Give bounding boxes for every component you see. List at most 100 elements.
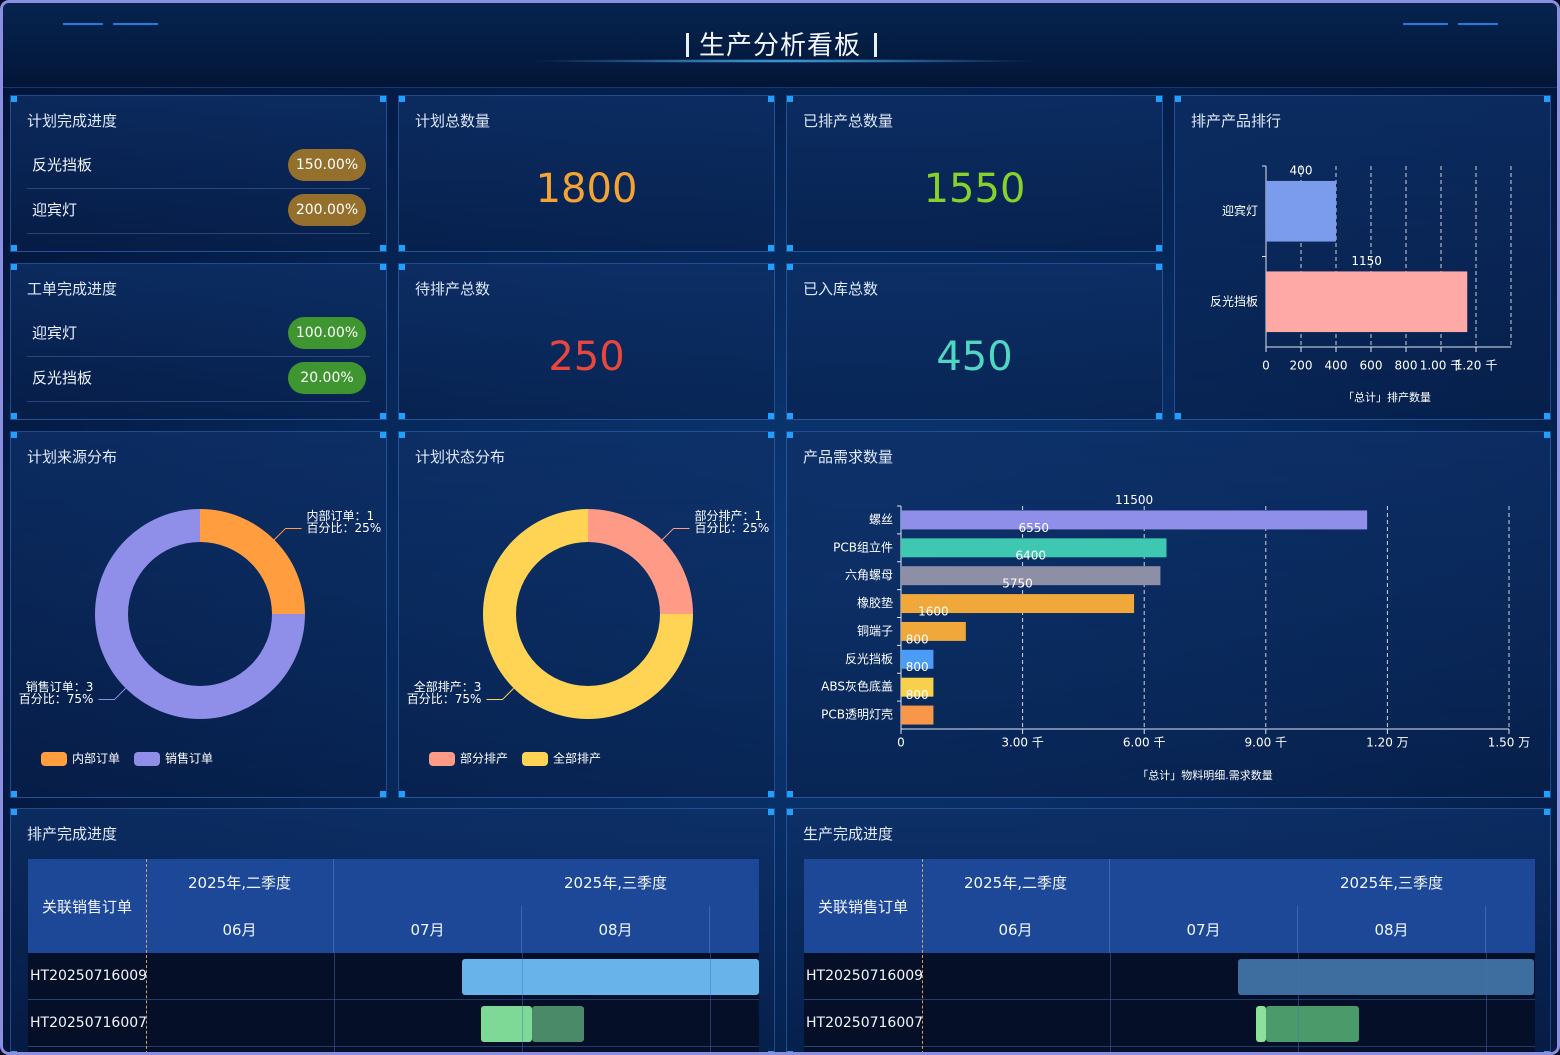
label-leader (661, 527, 690, 541)
gantt-row-line (146, 999, 759, 1000)
corner-accent (399, 264, 405, 270)
panel: 排产产品排行 0 200 400 600 800 1.00 千 1.20 千 迎宾灯 400 反光… (1174, 95, 1551, 420)
bar (901, 510, 1368, 530)
legend-swatch (522, 752, 548, 766)
gantt-col-line (1298, 953, 1299, 1052)
panel: 工单完成进度 迎宾灯 100.00% 反光挡板 20.00% (10, 263, 387, 420)
corner-accent (787, 413, 793, 419)
row-divider (27, 401, 370, 402)
gantt-col-line (710, 953, 711, 1052)
row-divider (27, 356, 370, 357)
corner-accent (1175, 413, 1181, 419)
gantt-col-line (1486, 953, 1487, 1052)
corner-accent (768, 413, 774, 419)
legend-label: 全部排产 (553, 751, 601, 766)
corner-accent (787, 432, 793, 438)
bar (901, 538, 1167, 558)
y-tick-label: PCB透明灯壳 (821, 708, 893, 722)
x-axis-title: 「总计」排产数量 (1343, 390, 1431, 404)
corner-accent (399, 96, 405, 102)
progress-name: 反光挡板 (32, 369, 93, 387)
x-tick-label: 600 (1360, 359, 1383, 373)
data-label: 800 (906, 660, 929, 674)
corner-accent (1156, 413, 1162, 419)
pie-slice (200, 509, 305, 614)
gantt-header-cell: 关联销售订单 (28, 859, 146, 953)
y-tick-label: 反光挡板 (845, 652, 893, 666)
corner-accent (380, 96, 386, 102)
y-tick-label: 迎宾灯 (1222, 203, 1258, 218)
corner-accent (1544, 413, 1550, 419)
corner-accent (768, 791, 774, 797)
panel: 已入库总数 450 (786, 263, 1163, 420)
gantt-month: 08月 (1298, 906, 1486, 953)
header: 生产分析看板 (3, 3, 1557, 88)
gantt-divider (146, 859, 147, 1052)
corner-accent (768, 245, 774, 251)
panel-title: 工单完成进度 (27, 280, 118, 298)
gantt-quarter: 2025年,三季度 (1110, 859, 1535, 906)
x-tick-label: 6.00 千 (1123, 736, 1166, 750)
gantt-col-line (1110, 953, 1111, 1052)
legend-label: 内部订单 (72, 751, 120, 766)
panel: 生产完成进度 HT20250716009 HT20250716007 关联销售订单 2… (786, 808, 1551, 1052)
panel-title: 计划总数量 (415, 112, 491, 130)
row-divider (27, 233, 370, 234)
kpi-value: 1800 (535, 166, 638, 212)
y-tick-label: PCB组立件 (833, 539, 893, 554)
corner-accent (1544, 809, 1550, 815)
corner-accent (1156, 264, 1162, 270)
corner-accent (768, 432, 774, 438)
corner-accent (380, 413, 386, 419)
y-tick-label: 六角螺母 (845, 568, 893, 582)
gantt-divider (922, 859, 923, 1052)
gantt-month-blank (710, 906, 759, 953)
corner-accent (1175, 96, 1181, 102)
gantt-row-label: HT20250716009 (804, 953, 923, 1000)
row-divider (27, 188, 370, 189)
y-tick-label: 铜端子 (857, 623, 893, 638)
decor-bar (874, 33, 877, 57)
panel-title: 已入库总数 (803, 280, 879, 298)
data-label: 11500 (1115, 493, 1153, 507)
bar (1266, 271, 1468, 333)
legend-swatch (429, 752, 455, 766)
gantt-row-line (922, 1046, 1535, 1047)
pie-slice (95, 509, 305, 719)
panel: 计划总数量 1800 (398, 95, 775, 252)
gantt-bar (1256, 1006, 1266, 1042)
corner-accent (1544, 1051, 1550, 1052)
corner-accent (380, 432, 386, 438)
gantt-month: 06月 (922, 906, 1110, 953)
corner-accent (11, 413, 17, 419)
panel: 待排产总数 250 (398, 263, 775, 420)
x-tick-label: 3.00 千 (1001, 736, 1044, 750)
gantt-table: HT20250716009 HT20250716007 关联销售订单 2025年,二季… (804, 859, 1535, 1052)
data-label: 5750 (1002, 577, 1033, 591)
data-label: 全部排产：3 (414, 679, 482, 694)
progress-pill: 200.00% (288, 194, 366, 226)
legend-swatch (134, 752, 160, 766)
gantt-row-label: HT20250716007 (804, 1000, 923, 1047)
gantt-row-line (146, 1046, 759, 1047)
corner-accent (768, 96, 774, 102)
gantt-quarter: 2025年,二季度 (922, 859, 1110, 906)
bar (901, 649, 934, 669)
corner-accent (11, 432, 17, 438)
data-label: 6400 (1015, 549, 1046, 563)
gantt-col-line (522, 953, 523, 1052)
x-tick-label: 200 (1290, 359, 1313, 373)
corner-accent (768, 264, 774, 270)
progress-pill: 100.00% (288, 317, 366, 349)
bar (901, 705, 934, 725)
panel-title: 排产完成进度 (27, 825, 118, 843)
gantt-quarter: 2025年,三季度 (334, 859, 759, 906)
corner-accent (11, 96, 17, 102)
corner-accent (11, 791, 17, 797)
kpi-value: 450 (936, 334, 1013, 380)
x-tick-label: 0 (897, 736, 905, 750)
corner-accent (399, 413, 405, 419)
data-label: 800 (906, 688, 929, 702)
